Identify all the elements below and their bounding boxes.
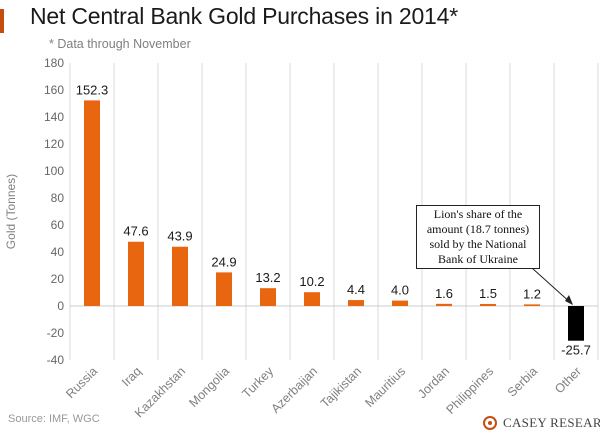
ukraine-callout: Lion's share of the amount (18.7 tonnes)… — [416, 205, 540, 269]
callout-arrow-line — [531, 267, 573, 305]
bar — [84, 100, 100, 307]
y-tick-label: 160 — [44, 83, 64, 97]
category-label: Jordan — [415, 364, 452, 401]
data-label: 1.2 — [523, 286, 541, 301]
data-label: 47.6 — [123, 224, 148, 239]
bar — [172, 246, 188, 306]
data-label: 43.9 — [167, 229, 192, 244]
bar — [128, 241, 144, 306]
y-tick-label: 60 — [51, 218, 65, 232]
y-tick-label: 100 — [44, 164, 64, 178]
casey-research-logo: CASEY RESEARCH — [483, 413, 600, 433]
y-axis-title: Gold (Tonnes) — [4, 174, 18, 249]
bar — [260, 288, 276, 306]
title-accent-bar — [0, 6, 24, 33]
y-tick-label: -40 — [47, 353, 65, 367]
callout-arrow-head-icon — [565, 295, 573, 305]
category-label: Iraq — [119, 364, 144, 389]
chart-title: Net Central Bank Gold Purchases in 2014* — [30, 3, 458, 29]
data-label: 24.9 — [211, 254, 236, 269]
lion-logo-icon — [483, 416, 497, 430]
data-label: 1.6 — [435, 286, 453, 301]
category-label: Russia — [63, 364, 100, 401]
title-accent-stripe — [0, 9, 4, 33]
y-tick-label: 20 — [51, 272, 65, 286]
bar — [436, 303, 452, 306]
category-label: Azerbaijan — [268, 364, 320, 416]
data-label: 13.2 — [255, 270, 280, 285]
data-label: 10.2 — [299, 274, 324, 289]
category-label: Mauritius — [362, 364, 408, 410]
y-tick-label: -20 — [47, 326, 65, 340]
data-label: 1.5 — [479, 286, 497, 301]
bar — [524, 304, 540, 306]
y-tick-label: 120 — [44, 137, 64, 151]
category-label: Philippines — [443, 364, 496, 417]
category-label: Tajikistan — [318, 364, 364, 410]
y-tick-label: 180 — [44, 56, 64, 70]
category-label: Other — [552, 364, 584, 396]
data-label: -25.7 — [561, 343, 591, 358]
y-tick-label: 80 — [51, 191, 65, 205]
bar — [392, 300, 408, 306]
y-tick-label: 0 — [57, 299, 64, 313]
bar — [216, 272, 232, 306]
logo-text: CASEY RESEARCH — [503, 415, 600, 430]
source-note: Source: IMF, WGC — [8, 413, 100, 425]
category-label: Mongolia — [186, 364, 232, 410]
chart-subtitle: * Data through November — [49, 37, 191, 51]
y-tick-label: 140 — [44, 110, 64, 124]
bar — [348, 300, 364, 306]
category-label: Turkey — [240, 364, 277, 401]
bar — [568, 306, 584, 341]
data-label: 4.4 — [347, 282, 365, 297]
y-tick-label: 40 — [51, 245, 65, 259]
data-label: 152.3 — [76, 82, 109, 97]
bar — [304, 292, 320, 306]
category-label: Serbia — [505, 364, 540, 399]
data-label: 4.0 — [391, 283, 409, 298]
bar — [480, 303, 496, 306]
